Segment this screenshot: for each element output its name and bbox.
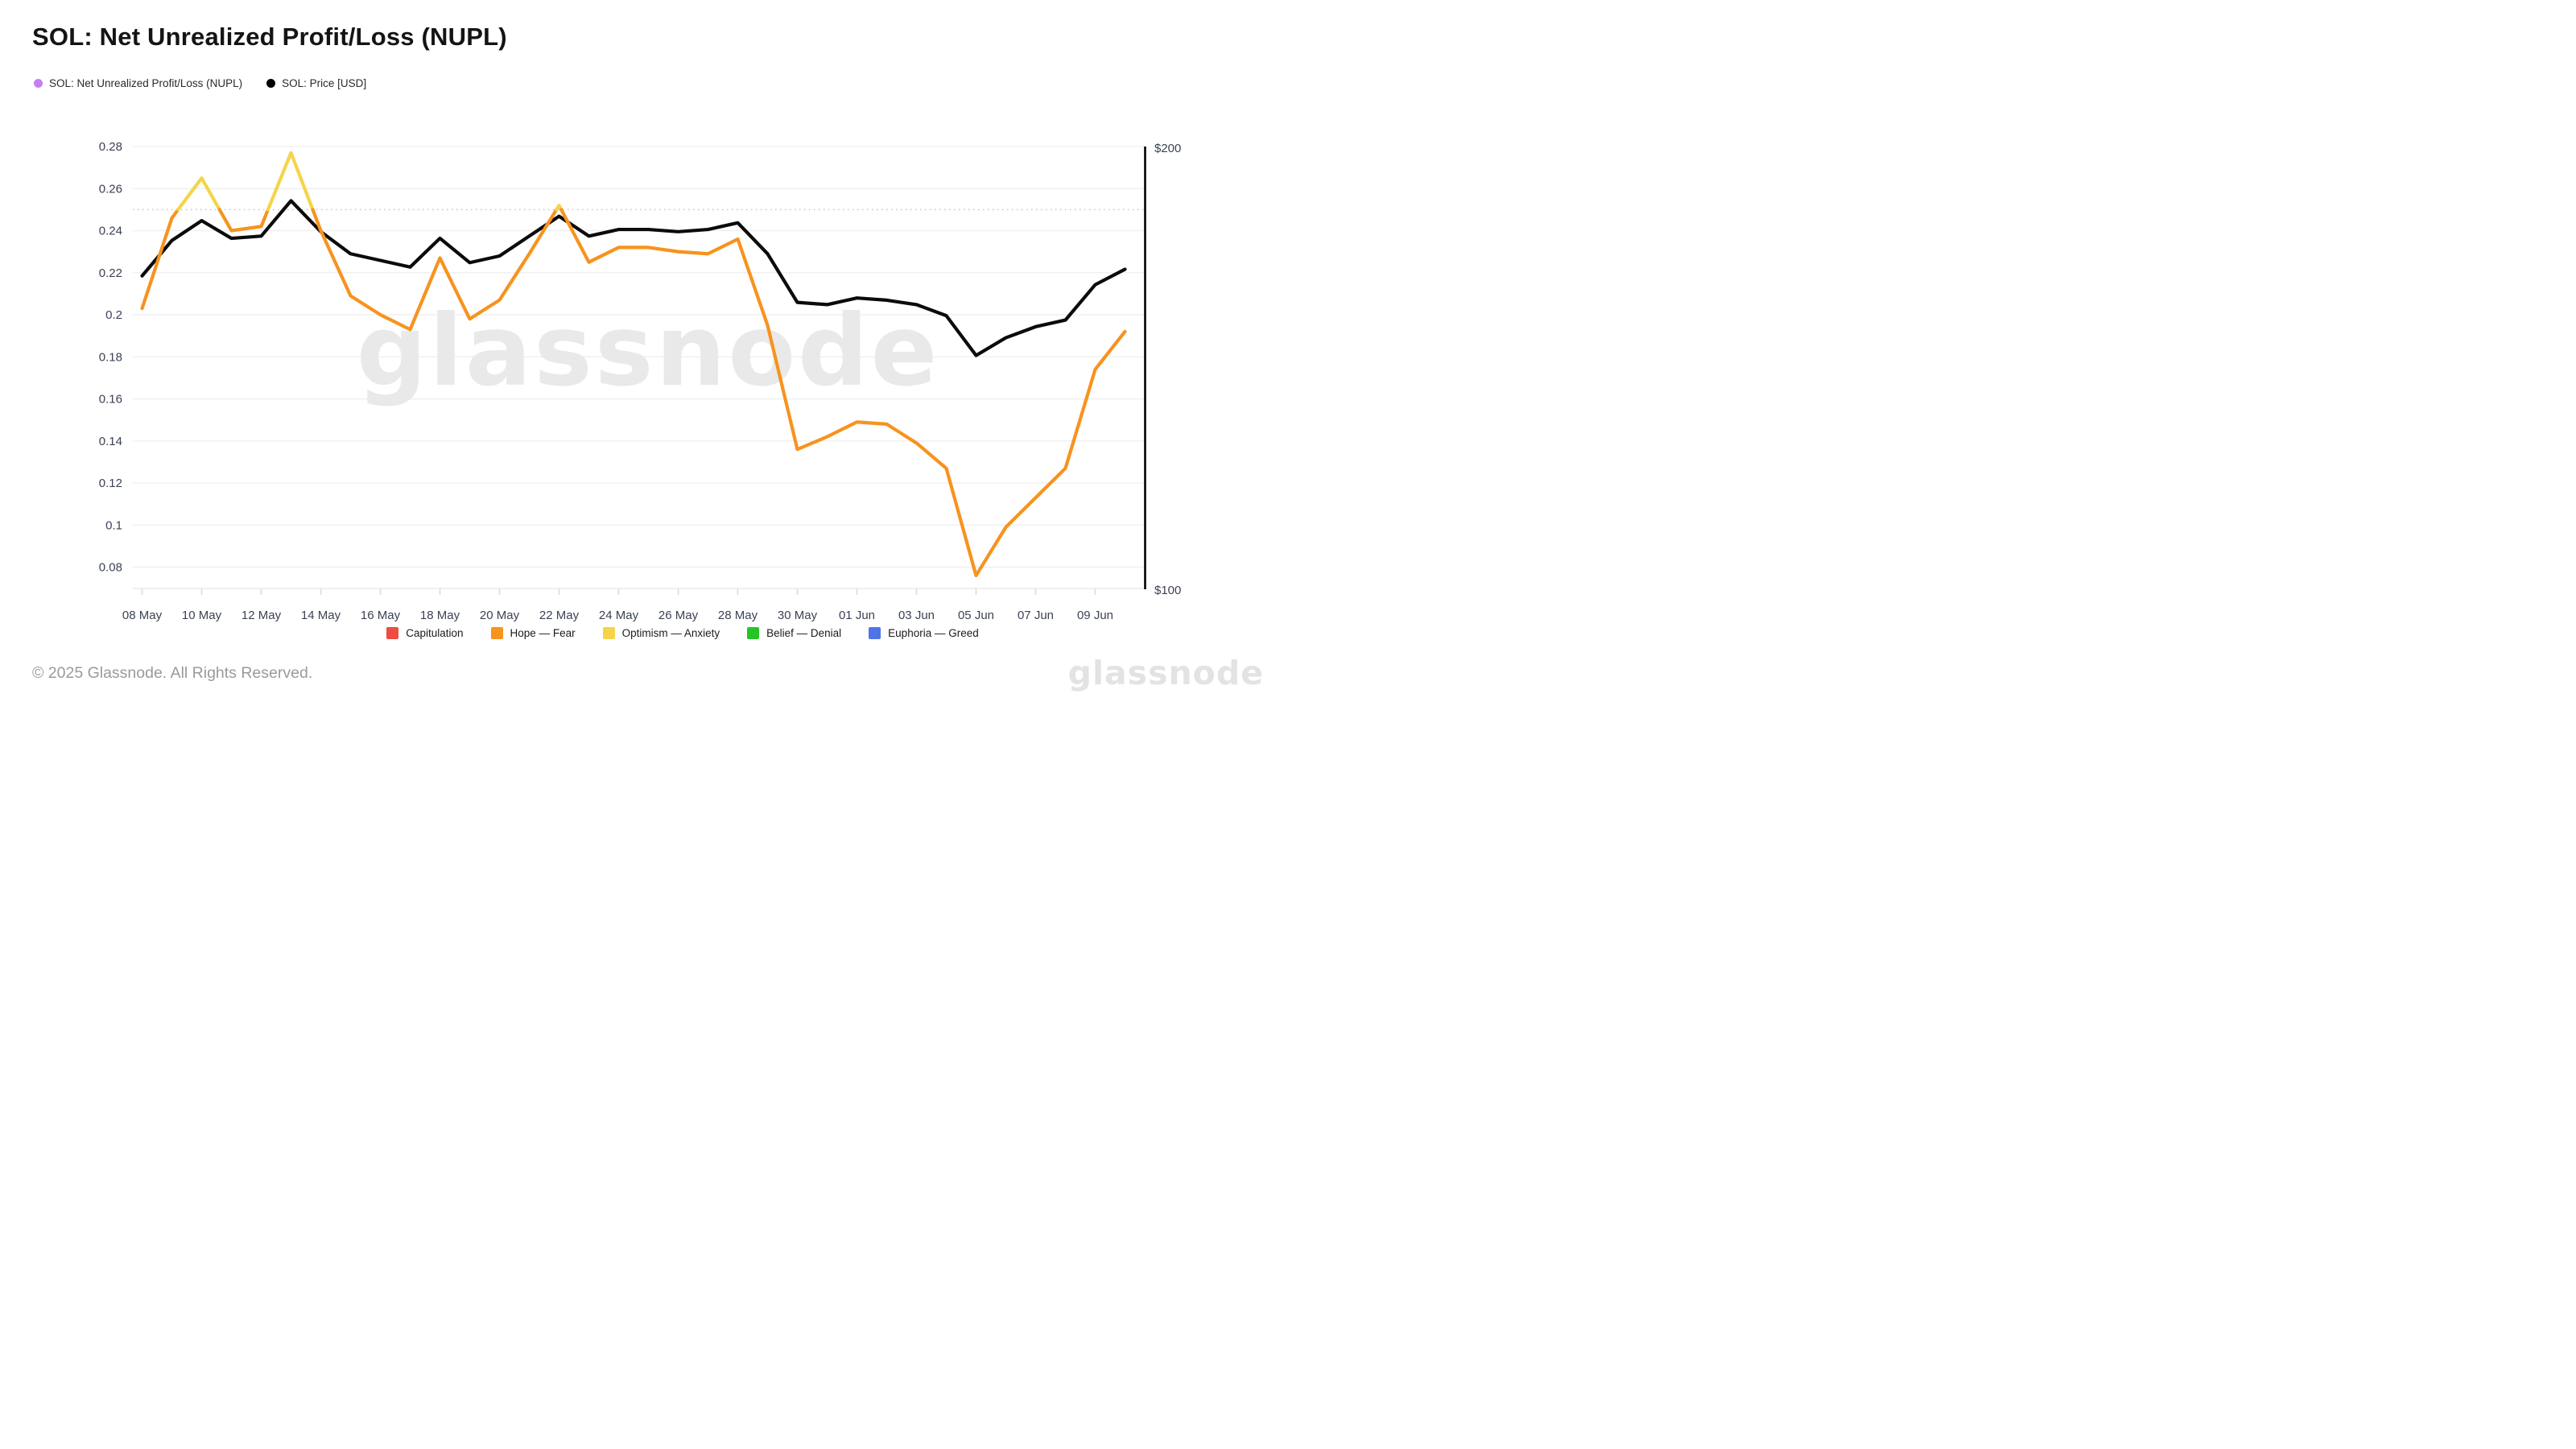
svg-text:0.12: 0.12 — [99, 477, 122, 490]
svg-text:12 May: 12 May — [242, 609, 282, 622]
optimism-anxiety-swatch-icon — [602, 627, 615, 639]
band-capitulation[interactable]: Capitulation — [386, 627, 464, 639]
svg-text:0.1: 0.1 — [105, 518, 122, 532]
svg-text:14 May: 14 May — [301, 609, 341, 622]
legend-item-price-label: SOL: Price [USD] — [282, 77, 367, 89]
svg-text:0.24: 0.24 — [99, 225, 122, 238]
belief-denial-swatch-icon — [747, 627, 760, 639]
svg-text:0.22: 0.22 — [99, 266, 122, 280]
svg-text:0.16: 0.16 — [99, 393, 122, 407]
svg-text:09 Jun: 09 Jun — [1077, 609, 1113, 622]
band-hope-fear[interactable]: Hope — Fear — [490, 627, 576, 639]
band-optimism-anxiety[interactable]: Optimism — Anxiety — [602, 627, 720, 639]
nupl-chart-plot[interactable]: 0.28 0.26 0.24 0.22 0.2 0.18 0.16 0.14 0.12 0.1 0.… — [0, 113, 1288, 652]
copyright-text: © 2025 Glassnode. All Rights Reserved. — [32, 663, 313, 682]
svg-text:08 May: 08 May — [122, 609, 163, 622]
legend-item-nupl[interactable]: SOL: Net Unrealized Profit/Loss (NUPL) — [34, 77, 242, 89]
legend-item-price[interactable]: SOL: Price [USD] — [266, 77, 366, 89]
svg-text:22 May: 22 May — [539, 609, 580, 622]
glassnode-chart-page: SOL: Net Unrealized Profit/Loss (NUPL) S… — [0, 0, 1288, 724]
svg-text:0.18: 0.18 — [99, 350, 122, 364]
svg-text:0.14: 0.14 — [99, 435, 122, 448]
svg-text:01 Jun: 01 Jun — [839, 609, 875, 622]
svg-text:18 May: 18 May — [420, 609, 460, 622]
svg-text:16 May: 16 May — [361, 609, 401, 622]
svg-text:0.2: 0.2 — [105, 308, 122, 322]
price-series-dot-icon — [266, 79, 276, 88]
svg-text:05 Jun: 05 Jun — [958, 609, 994, 622]
svg-text:0.26: 0.26 — [99, 182, 122, 196]
svg-text:0.28: 0.28 — [99, 140, 122, 154]
svg-text:07 Jun: 07 Jun — [1018, 609, 1054, 622]
svg-text:20 May: 20 May — [480, 609, 520, 622]
svg-text:0.08: 0.08 — [99, 561, 122, 575]
svg-text:glassnode: glassnode — [357, 294, 939, 408]
svg-text:10 May: 10 May — [182, 609, 222, 622]
chart-area: 0.28 0.26 0.24 0.22 0.2 0.18 0.16 0.14 0.12 0.1 0.… — [0, 113, 1288, 652]
glassnode-logo: glassnode — [1067, 654, 1264, 692]
svg-text:30 May: 30 May — [778, 609, 818, 622]
band-optimism-anxiety-label: Optimism — Anxiety — [621, 627, 720, 639]
footer: © 2025 Glassnode. All Rights Reserved. g… — [32, 654, 1264, 692]
series-legend: SOL: Net Unrealized Profit/Loss (NUPL) S… — [34, 77, 366, 89]
svg-text:03 Jun: 03 Jun — [898, 609, 935, 622]
band-belief-denial[interactable]: Belief — Denial — [747, 627, 841, 639]
capitulation-swatch-icon — [386, 627, 399, 639]
hope-fear-swatch-icon — [490, 627, 503, 639]
svg-text:26 May: 26 May — [658, 609, 699, 622]
svg-text:$200: $200 — [1154, 142, 1181, 155]
svg-text:24 May: 24 May — [599, 609, 639, 622]
band-hope-fear-label: Hope — Fear — [510, 627, 576, 639]
euphoria-greed-swatch-icon — [869, 627, 881, 639]
nupl-series-dot-icon — [34, 79, 43, 88]
legend-item-nupl-label: SOL: Net Unrealized Profit/Loss (NUPL) — [49, 77, 243, 89]
page-title: SOL: Net Unrealized Profit/Loss (NUPL) — [32, 23, 507, 51]
svg-text:$100: $100 — [1154, 584, 1181, 597]
band-euphoria-greed-label: Euphoria — Greed — [888, 627, 979, 639]
svg-text:28 May: 28 May — [718, 609, 758, 622]
band-belief-denial-label: Belief — Denial — [766, 627, 842, 639]
bands-legend: Capitulation Hope — Fear Optimism — Anxi… — [39, 627, 1288, 639]
band-capitulation-label: Capitulation — [406, 627, 464, 639]
band-euphoria-greed[interactable]: Euphoria — Greed — [869, 627, 979, 639]
